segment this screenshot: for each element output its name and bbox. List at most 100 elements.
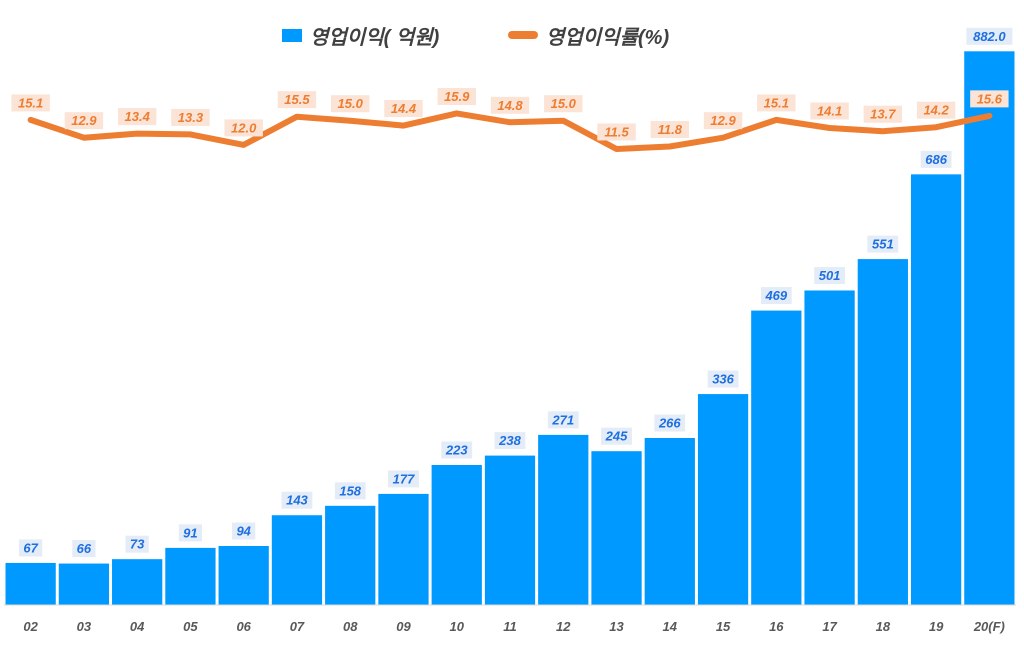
bar-value-labels: 67 66 73 91 94 143 158 177 223 238 271 245 266 336 469… bbox=[19, 27, 1013, 558]
line-value-label-11-box bbox=[490, 96, 530, 114]
x-tick-label-04: 04 bbox=[130, 619, 145, 634]
margin-point-04 bbox=[135, 131, 140, 136]
margin-point-13 bbox=[614, 146, 619, 151]
line-value-label-18-box bbox=[863, 105, 903, 123]
bar-value-label-08: 158 bbox=[339, 483, 361, 498]
bar-04 bbox=[112, 559, 163, 605]
bar-value-label-05-box bbox=[178, 524, 203, 542]
line-value-label-08-box bbox=[331, 95, 370, 113]
x-tick-label-12: 12 bbox=[556, 619, 571, 634]
bar-15 bbox=[697, 394, 749, 605]
line-value-label-04: 13.4 bbox=[125, 109, 151, 124]
line-value-label-17-box bbox=[810, 102, 849, 120]
line-value-label-19: 14.2 bbox=[923, 103, 949, 118]
line-value-label-13: 11.5 bbox=[604, 124, 629, 139]
bar-18 bbox=[857, 259, 908, 605]
bar-value-label-04-box bbox=[125, 535, 149, 553]
bar-value-label-10: 223 bbox=[445, 443, 468, 458]
x-tick-label-05: 05 bbox=[183, 619, 198, 634]
bar-value-label-12-box bbox=[547, 411, 579, 429]
line-value-label-12: 15.0 bbox=[551, 96, 577, 111]
bar-value-label-17-box bbox=[814, 266, 845, 284]
x-tick-label-09: 09 bbox=[396, 619, 411, 634]
x-tick-label-17: 17 bbox=[822, 619, 837, 634]
line-value-label-10: 15.9 bbox=[444, 89, 470, 104]
margin-point-19 bbox=[934, 125, 939, 130]
bar-value-label-19-box bbox=[920, 150, 952, 168]
bar-value-label-10-box bbox=[441, 441, 473, 459]
bar-value-label-18: 551 bbox=[872, 237, 894, 252]
bar-value-label-06: 94 bbox=[236, 523, 251, 538]
margin-point-09 bbox=[401, 123, 406, 128]
margin-point-06 bbox=[241, 142, 246, 147]
line-value-label-20(F): 15.6 bbox=[977, 91, 1003, 106]
margin-point-07 bbox=[294, 114, 299, 119]
line-value-label-07-box bbox=[277, 91, 317, 109]
bar-09 bbox=[378, 493, 429, 605]
line-value-label-02-box bbox=[11, 94, 50, 112]
bar-value-label-02: 67 bbox=[23, 540, 38, 555]
line-value-label-08: 15.0 bbox=[338, 96, 364, 111]
margin-point-17 bbox=[827, 125, 832, 130]
x-tick-label-16: 16 bbox=[769, 619, 784, 634]
bar-10 bbox=[431, 465, 482, 605]
margin-point-02 bbox=[28, 117, 33, 122]
margin-point-03 bbox=[81, 135, 86, 140]
line-value-label-19-box bbox=[916, 101, 956, 119]
bar-value-label-17: 501 bbox=[819, 268, 841, 283]
line-value-label-20(F)-box bbox=[970, 90, 1009, 108]
x-tick-label-08: 08 bbox=[343, 619, 358, 634]
bar-20(F) bbox=[964, 51, 1015, 606]
bar-value-label-16: 469 bbox=[764, 288, 787, 303]
x-tick-label-06: 06 bbox=[236, 619, 251, 634]
margin-point-11 bbox=[508, 120, 512, 125]
bar-value-label-13: 245 bbox=[605, 429, 628, 444]
bar-11 bbox=[484, 455, 536, 605]
bar-12 bbox=[538, 434, 589, 605]
margin-point-16 bbox=[774, 117, 779, 122]
x-tick-label-10: 10 bbox=[450, 619, 465, 634]
line-value-label-11: 14.8 bbox=[497, 98, 523, 113]
line-value-label-05-box bbox=[171, 108, 210, 126]
bar-value-label-14-box bbox=[654, 414, 686, 432]
bar-value-label-20(F): 882.0 bbox=[973, 29, 1006, 44]
line-value-label-06-box bbox=[224, 119, 263, 137]
legend-item-operating-margin: 영업이익률(%) bbox=[508, 18, 669, 52]
bar-14 bbox=[644, 438, 695, 605]
bar-value-label-11: 238 bbox=[498, 433, 521, 448]
bar-value-label-03: 66 bbox=[77, 541, 92, 556]
x-tick-label-02: 02 bbox=[23, 619, 38, 634]
bar-02 bbox=[5, 562, 56, 605]
bar-05 bbox=[165, 547, 216, 605]
line-value-label-14: 11.8 bbox=[658, 122, 683, 137]
legend-swatch-line bbox=[508, 31, 538, 39]
bar-value-label-15-box bbox=[707, 370, 739, 388]
line-value-label-03: 12.9 bbox=[71, 113, 97, 128]
bar-value-label-05: 91 bbox=[183, 525, 197, 540]
bar-value-label-03-box bbox=[72, 540, 96, 558]
legend-label-operating-profit: 영업이익( 억원) bbox=[310, 26, 440, 49]
x-tick-label-07: 07 bbox=[290, 619, 305, 634]
bar-series-operating-profit bbox=[5, 51, 1015, 606]
bar-value-label-06-box bbox=[232, 522, 256, 540]
bar-value-label-14: 266 bbox=[658, 416, 681, 431]
bar-value-label-09: 177 bbox=[393, 471, 415, 486]
line-value-label-13-box bbox=[597, 123, 636, 141]
margin-point-12 bbox=[561, 118, 566, 123]
line-value-label-09-box bbox=[384, 100, 423, 118]
margin-point-10 bbox=[454, 111, 459, 116]
margin-point-05 bbox=[188, 132, 193, 137]
margin-point-18 bbox=[880, 129, 885, 134]
bar-value-label-04: 73 bbox=[130, 537, 145, 552]
legend-label-operating-margin: 영업이익률(%) bbox=[546, 26, 670, 49]
line-value-label-16-box bbox=[757, 94, 796, 112]
bar-07 bbox=[271, 515, 323, 605]
line-value-label-09: 14.4 bbox=[391, 101, 417, 116]
bar-13 bbox=[591, 451, 642, 605]
bar-19 bbox=[910, 174, 962, 605]
bar-value-label-20(F)-box bbox=[966, 27, 1013, 45]
x-tick-label-14: 14 bbox=[663, 619, 678, 634]
bar-16 bbox=[751, 310, 802, 605]
x-tick-label-18: 18 bbox=[876, 619, 891, 634]
x-tick-label-03: 03 bbox=[77, 619, 92, 634]
